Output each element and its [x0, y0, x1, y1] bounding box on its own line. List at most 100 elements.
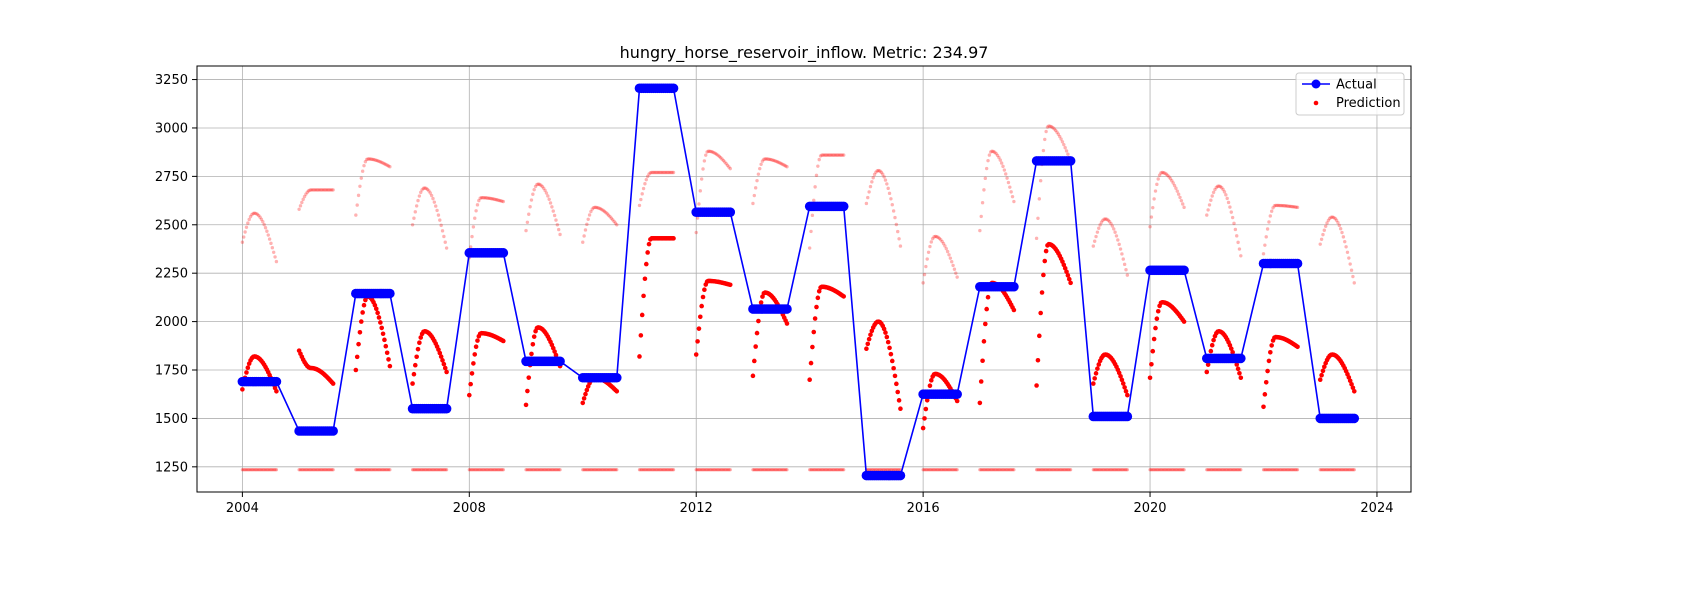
prediction-faint-lower-point	[1040, 468, 1044, 472]
prediction-faint-upper-point	[317, 188, 322, 192]
prediction-faint-upper-point	[764, 157, 769, 161]
prediction-faint-lower-point	[1113, 468, 1117, 472]
prediction-faint-lower-point	[309, 468, 313, 472]
prediction-faint-upper-point	[266, 233, 270, 237]
prediction-faint-lower-point	[1064, 468, 1069, 472]
actual-point	[1065, 156, 1076, 166]
prediction-faint-lower-point	[431, 468, 435, 472]
prediction-point	[1120, 381, 1126, 386]
prediction-faint-upper-point	[305, 190, 309, 194]
prediction-faint-upper-point	[1043, 137, 1047, 142]
prediction-faint-lower-point	[1010, 468, 1015, 472]
prediction-faint-lower-point	[1164, 468, 1168, 472]
prediction-point	[895, 389, 901, 395]
prediction-faint-upper-point	[248, 214, 253, 219]
prediction-faint-upper-point	[557, 227, 561, 232]
prediction-faint-upper-point	[1053, 128, 1058, 133]
prediction-faint-upper-point	[535, 182, 539, 187]
prediction-faint-lower-point	[493, 468, 497, 472]
prediction-faint-upper-point	[1343, 239, 1347, 244]
prediction-faint-lower-point	[695, 468, 700, 472]
prediction-faint-lower-point	[1264, 468, 1268, 472]
prediction-faint-upper-point	[1235, 234, 1239, 238]
prediction-faint-upper-point	[300, 200, 304, 205]
prediction-faint-lower-point	[650, 468, 654, 472]
prediction-faint-lower-point	[1177, 468, 1181, 472]
prediction-faint-upper-point	[554, 218, 558, 222]
prediction-faint-upper-point	[1344, 245, 1348, 249]
prediction-faint-upper-point	[1125, 273, 1130, 277]
prediction-faint-lower-point	[697, 468, 701, 472]
prediction-faint-upper-point	[1110, 224, 1115, 228]
prediction-point	[1262, 392, 1268, 397]
prediction-faint-upper-point	[263, 226, 268, 230]
prediction-faint-upper-point	[818, 154, 823, 158]
prediction-faint-upper-point	[1114, 234, 1119, 238]
prediction-faint-lower-point	[646, 468, 650, 472]
prediction-faint-lower-point	[710, 468, 715, 472]
prediction-point	[865, 341, 871, 347]
prediction-faint-upper-point	[600, 207, 604, 212]
prediction-point	[375, 310, 380, 316]
prediction-faint-lower-point	[298, 468, 303, 472]
prediction-faint-upper-point	[497, 198, 501, 203]
prediction-faint-upper-point	[710, 150, 715, 154]
prediction-faint-lower-point	[866, 468, 870, 472]
prediction-faint-upper-point	[524, 228, 528, 233]
prediction-faint-upper-point	[539, 183, 543, 188]
prediction-point	[529, 351, 534, 357]
prediction-point	[382, 337, 387, 343]
prediction-faint-lower-point	[1222, 468, 1227, 472]
prediction-faint-upper-point	[481, 196, 485, 200]
prediction-faint-upper-point	[828, 153, 832, 157]
prediction-faint-lower-point	[490, 468, 495, 472]
prediction-faint-lower-point	[1101, 468, 1105, 472]
prediction-point	[808, 360, 814, 366]
prediction-faint-lower-point	[1005, 468, 1009, 472]
prediction-point	[892, 373, 898, 379]
prediction-point	[378, 320, 383, 325]
prediction-faint-upper-point	[313, 188, 318, 192]
actual-point	[668, 83, 679, 94]
prediction-faint-upper-point	[932, 235, 936, 239]
prediction-faint-lower-point	[1012, 468, 1016, 472]
prediction-faint-lower-point	[412, 468, 416, 472]
prediction-faint-lower-point	[924, 468, 928, 472]
prediction-faint-lower-point	[485, 468, 489, 472]
prediction-faint-upper-point	[1340, 230, 1344, 235]
prediction-faint-lower-point	[1099, 468, 1104, 472]
prediction-point	[1122, 385, 1127, 390]
prediction-faint-lower-point	[871, 468, 875, 472]
prediction-faint-upper-point	[309, 188, 314, 192]
prediction-faint-lower-point	[874, 468, 878, 472]
prediction-faint-upper-point	[267, 237, 272, 241]
prediction-faint-lower-point	[1286, 468, 1290, 472]
prediction-point	[816, 288, 822, 294]
prediction-faint-upper-point	[615, 223, 619, 227]
prediction-faint-lower-point	[1112, 468, 1116, 472]
prediction-faint-upper-point	[475, 203, 480, 207]
prediction-faint-lower-point	[694, 468, 698, 472]
prediction-faint-upper-point	[1060, 140, 1065, 144]
prediction-faint-lower-point	[922, 468, 927, 472]
prediction-faint-upper-point	[656, 170, 661, 175]
prediction-faint-upper-point	[1220, 185, 1224, 190]
prediction-point	[1150, 348, 1156, 354]
prediction-point	[475, 338, 480, 343]
prediction-faint-upper-point	[1048, 124, 1052, 128]
prediction-faint-upper-point	[479, 195, 484, 200]
prediction-faint-upper-point	[1041, 148, 1046, 153]
prediction-faint-upper-point	[887, 191, 892, 196]
prediction-faint-upper-point	[1171, 181, 1175, 185]
prediction-faint-lower-point	[304, 468, 308, 472]
prediction-faint-lower-point	[825, 468, 829, 472]
prediction-faint-lower-point	[308, 468, 312, 472]
prediction-faint-lower-point	[1060, 468, 1065, 472]
prediction-faint-upper-point	[265, 229, 269, 233]
prediction-faint-upper-point	[929, 240, 933, 244]
prediction-faint-upper-point	[258, 215, 262, 219]
prediction-faint-lower-point	[524, 468, 528, 472]
prediction-faint-upper-point	[1103, 217, 1108, 221]
prediction-point	[1035, 357, 1041, 363]
prediction-faint-upper-point	[752, 193, 757, 198]
